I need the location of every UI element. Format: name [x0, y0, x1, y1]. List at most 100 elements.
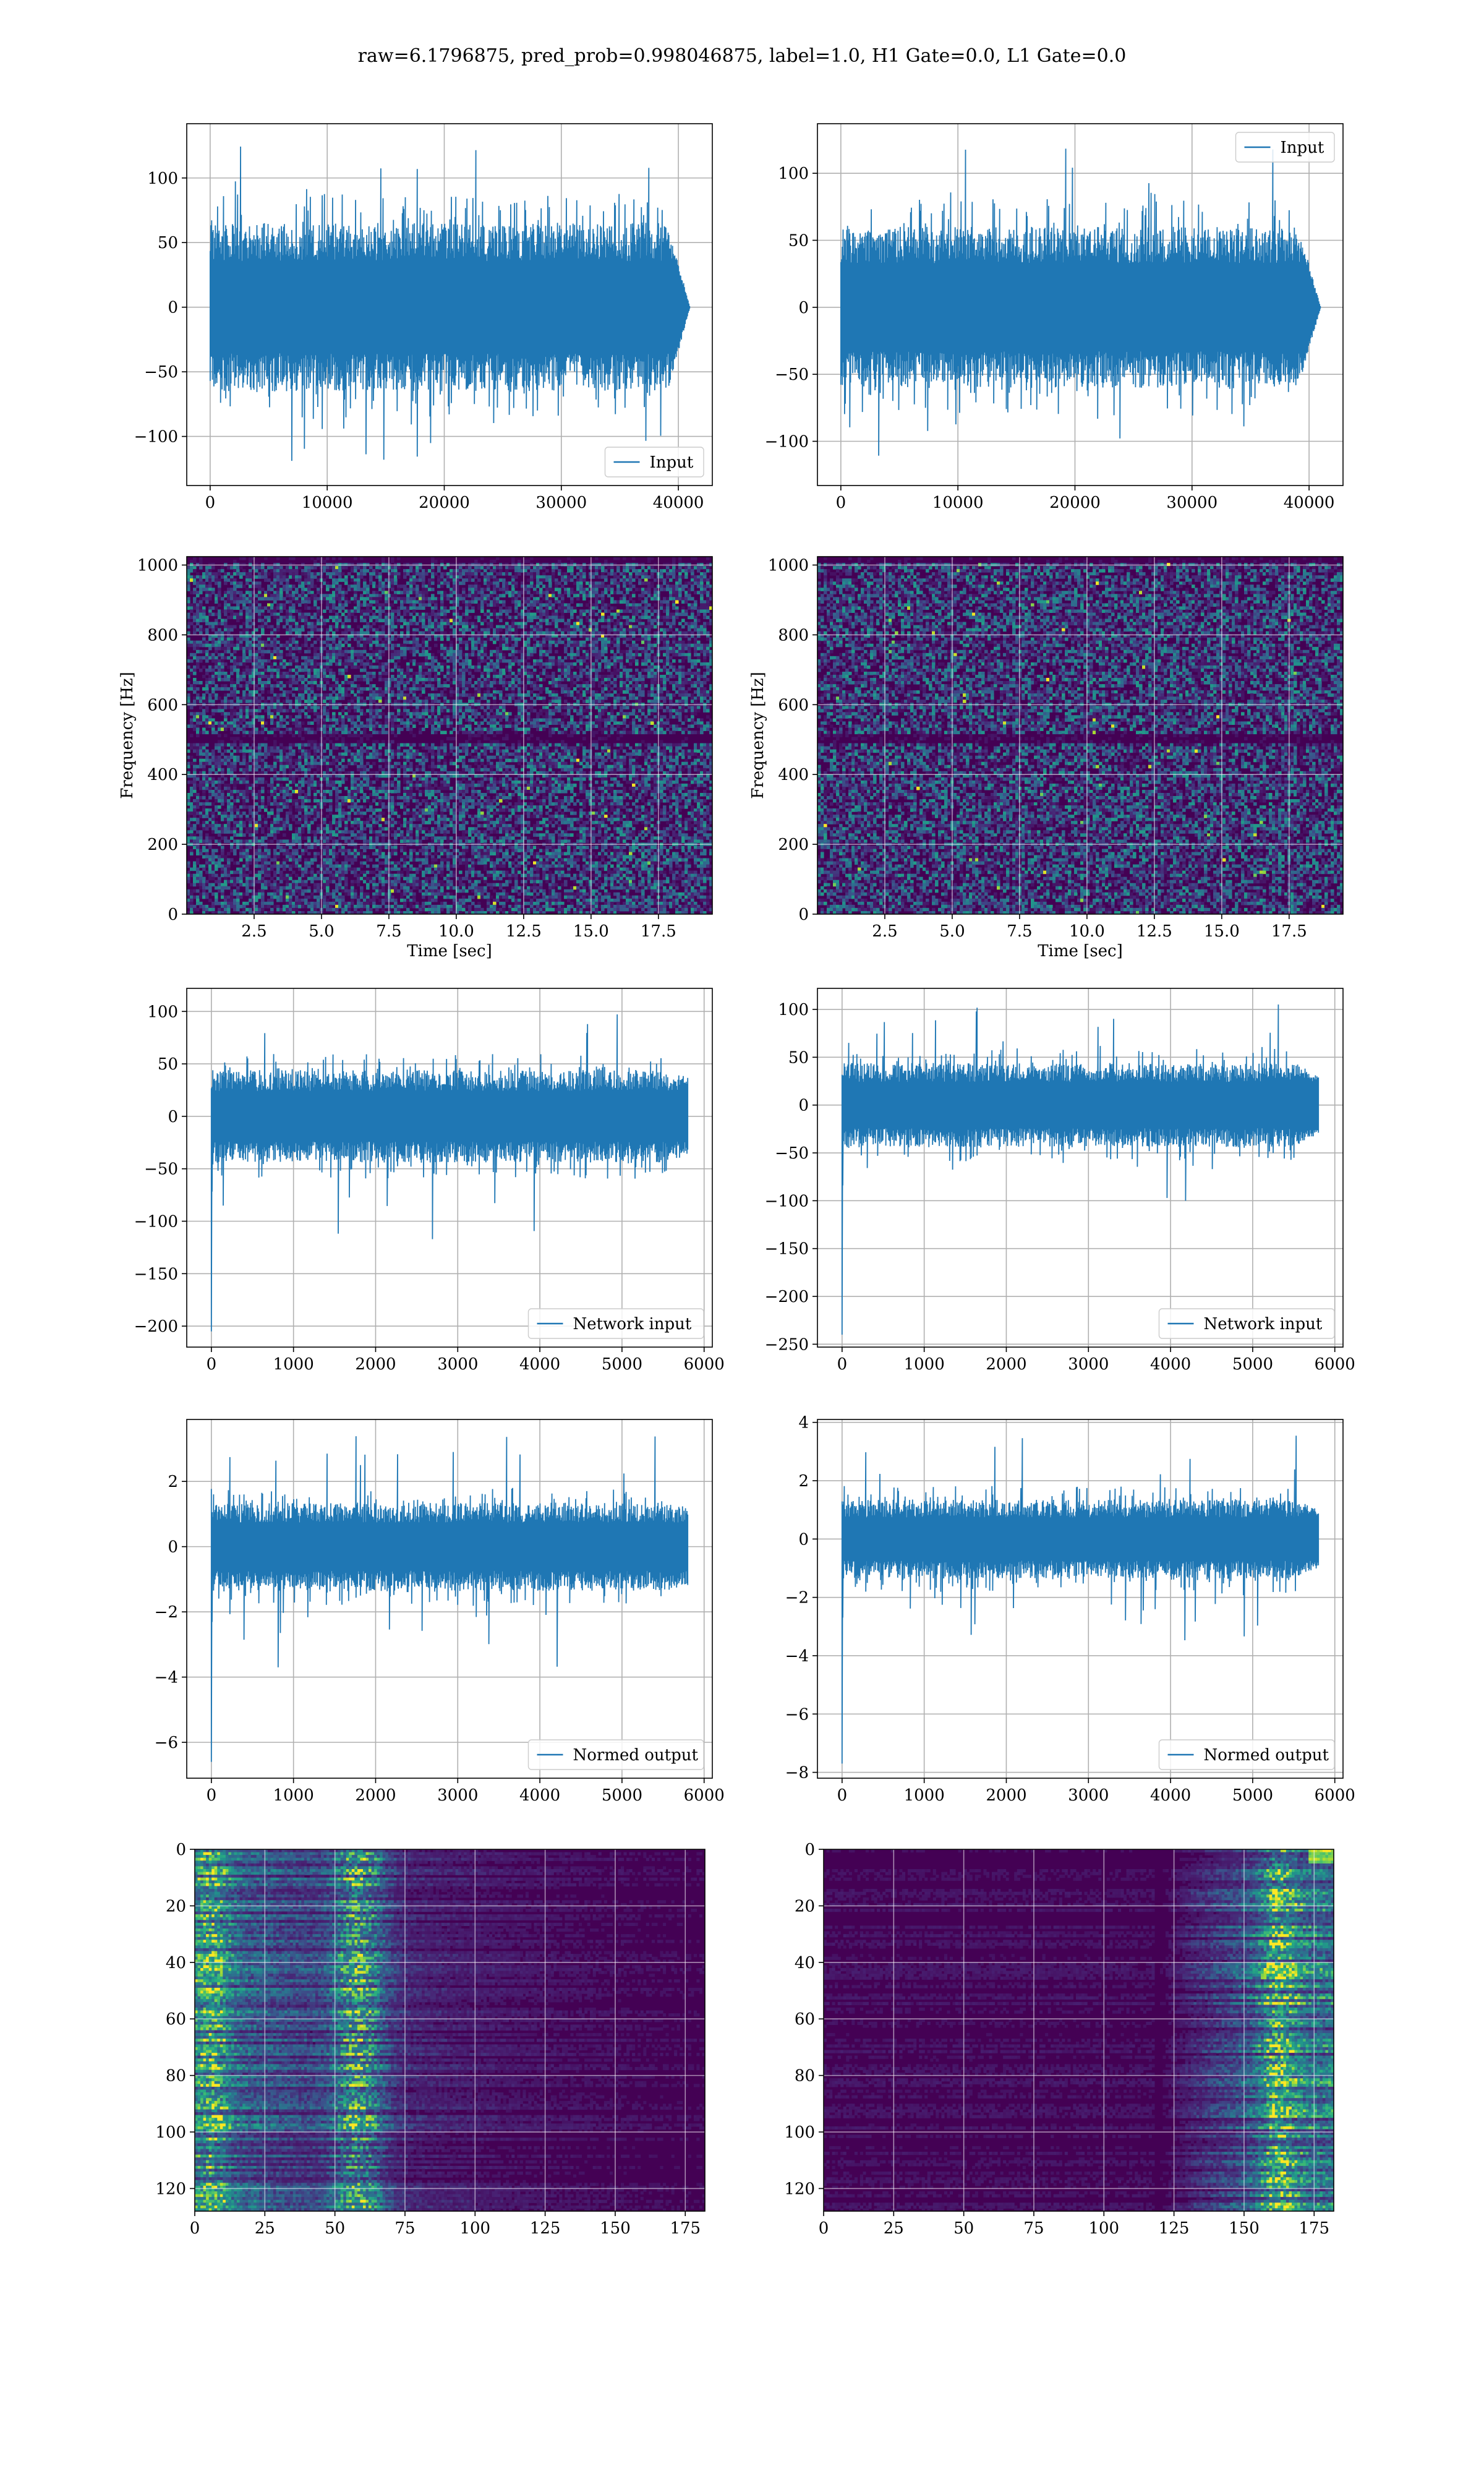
grid [817, 557, 1343, 914]
legend-box [1158, 1308, 1335, 1339]
x-axis-label: Time [sec] [1038, 942, 1123, 961]
x-tick-label: 3000 [1068, 1355, 1109, 1374]
y-tick-label: 100 [147, 1003, 178, 1021]
plot-area [187, 1419, 712, 1778]
subplot-r5c1: 0 25 50 75 100 125 150 175 0 20 40 60 80 100 120 [155, 1841, 706, 2238]
y-tick-label: −50 [775, 366, 809, 384]
y-tick-label: −8 [785, 1764, 809, 1783]
y-tick-label: −50 [144, 363, 178, 382]
x-tick-label: 4000 [1150, 1786, 1191, 1805]
x-tick-label: 0 [819, 2219, 829, 2238]
y-axis-label: Frequency [Hz] [749, 672, 767, 799]
grid [824, 1849, 1334, 2211]
plot-area [195, 1849, 705, 2211]
x-tick-label: 2.5 [241, 922, 267, 941]
y-tick-label: 100 [784, 2123, 815, 2142]
x-tick-label: 17.5 [1271, 922, 1307, 941]
series-line-r1c2 [840, 148, 1321, 456]
x-tick-label: 0 [207, 1355, 217, 1374]
y-axis-label: Frequency [Hz] [118, 672, 137, 799]
y-tick-label: 50 [788, 1048, 809, 1067]
y-tick-label: 50 [158, 1055, 178, 1074]
y-tick-label: 40 [795, 1954, 815, 1972]
legend: Normed output [1158, 1739, 1335, 1770]
plot-area [817, 124, 1343, 486]
x-tick-label: 4000 [1150, 1355, 1191, 1374]
axes-frame [186, 123, 713, 486]
subplot-r3c1: 0 1000 2000 3000 4000 5000 6000−200−150−100−50… [134, 988, 725, 1374]
y-tick-label: −50 [775, 1144, 809, 1163]
y-tick-label: −6 [785, 1705, 809, 1724]
series-line-r3c2 [841, 1004, 1320, 1335]
x-tick-label: 175 [670, 2219, 701, 2238]
subplot-r5c2: 0 25 50 75 100 125 150 175 0 20 40 60 80 100 120 [784, 1841, 1334, 2238]
y-tick-label: −100 [765, 1192, 809, 1210]
x-tick-label: 5.0 [939, 922, 965, 941]
legend-label: Input [650, 453, 694, 472]
x-tick-label: 2000 [355, 1355, 396, 1374]
x-tick-label: 125 [530, 2219, 561, 2238]
x-tick-label: 2000 [986, 1355, 1026, 1374]
subplot-r3c2: 0 1000 2000 3000 4000 5000 6000−250−200−150−10… [765, 988, 1355, 1374]
figure-title: raw=6.1796875, pred_prob=0.998046875, la… [358, 45, 1127, 67]
y-tick-label: −200 [765, 1288, 809, 1306]
y-tick-label: 2 [798, 1472, 809, 1491]
axes-frame [194, 1849, 706, 2212]
plot-area [187, 988, 712, 1347]
x-tick-label: 4000 [519, 1355, 560, 1374]
x-tick-label: 30000 [535, 494, 587, 512]
subplot-r4c1: 0 1000 2000 3000 4000 5000 6000 −6 −4 −2 0 2 Normed … [155, 1419, 725, 1805]
y-tick-label: 0 [176, 1841, 186, 1859]
y-tick-label: 100 [147, 169, 178, 188]
subplot-r1c1: 0 10000 20000 30000 40000 −100 −50 0 50 100 Input [134, 123, 713, 512]
x-tick-label: 30000 [1166, 494, 1217, 512]
legend-box [527, 1308, 704, 1339]
y-tick-label: 0 [798, 905, 809, 924]
y-tick-label: 1000 [768, 557, 809, 575]
x-tick-label: 6000 [684, 1786, 725, 1805]
x-tick-label: 5000 [1232, 1355, 1273, 1374]
x-tick-label: 5000 [1232, 1786, 1273, 1805]
series-line-r4c2 [841, 1436, 1320, 1764]
x-tick-label: 1000 [273, 1786, 314, 1805]
x-tick-label: 2.5 [872, 922, 897, 941]
x-tick-label: 2000 [986, 1786, 1026, 1805]
x-tick-label: 5000 [602, 1355, 642, 1374]
y-tick-label: 800 [778, 626, 809, 644]
x-tick-label: 50 [953, 2219, 974, 2238]
legend: Network input [527, 1308, 704, 1339]
x-tick-label: 20000 [419, 494, 470, 512]
y-tick-label: 200 [147, 836, 178, 854]
y-tick-label: −2 [785, 1589, 809, 1607]
y-tick-label: −100 [134, 428, 178, 447]
x-tick-label: 100 [1088, 2219, 1119, 2238]
y-tick-label: −150 [134, 1265, 178, 1283]
y-tick-label: 0 [168, 1538, 178, 1557]
heatmap-image [195, 1849, 705, 2211]
x-tick-label: 25 [884, 2219, 904, 2238]
y-tick-label: 800 [147, 626, 178, 644]
x-tick-label: 40000 [653, 494, 704, 512]
x-tick-label: 15.0 [1204, 922, 1240, 941]
axes-frame [823, 1849, 1334, 2212]
subplot-r1c2: 0 10000 20000 30000 40000 −100 −50 0 50 100 Input [765, 123, 1344, 512]
legend: Normed output [527, 1739, 704, 1770]
y-tick-label: 0 [798, 299, 809, 317]
legend-box [527, 1739, 704, 1770]
y-tick-label: −6 [155, 1734, 178, 1752]
legend-box [604, 447, 704, 477]
y-tick-label: −2 [155, 1603, 178, 1622]
y-tick-label: 100 [155, 2123, 186, 2142]
x-tick-label: 150 [600, 2219, 631, 2238]
y-tick-label: −200 [134, 1317, 178, 1336]
x-tick-label: 125 [1159, 2219, 1190, 2238]
y-tick-label: −100 [134, 1212, 178, 1231]
x-tick-label: 3000 [437, 1355, 478, 1374]
x-tick-label: 0 [190, 2219, 200, 2238]
legend: Network input [1158, 1308, 1335, 1339]
x-tick-label: 10.0 [438, 922, 474, 941]
axes-frame [817, 123, 1344, 486]
y-tick-label: 40 [166, 1954, 186, 1972]
plot-area [817, 557, 1343, 914]
y-tick-label: 60 [166, 2010, 186, 2029]
